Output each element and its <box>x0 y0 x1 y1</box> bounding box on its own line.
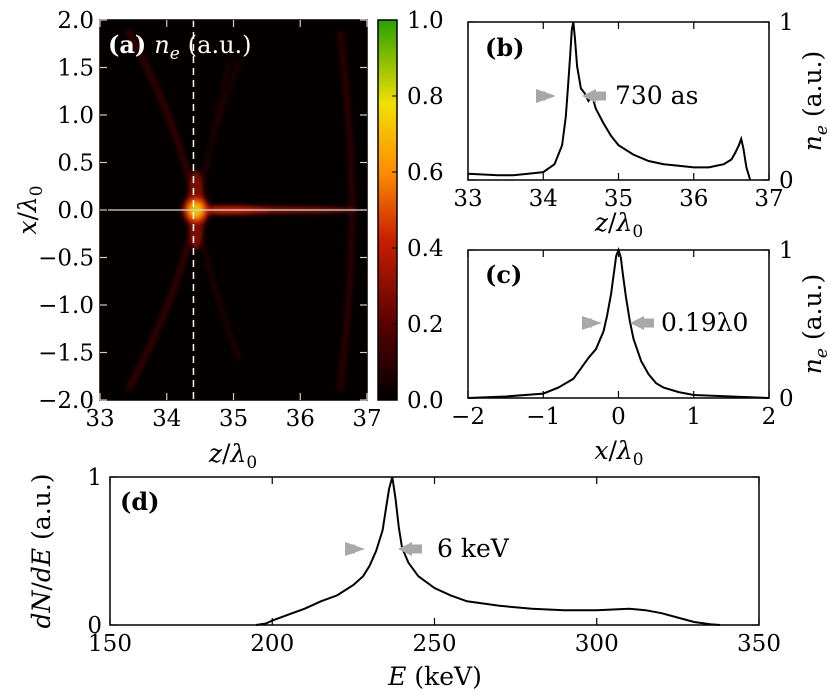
colorbar-tick-label: 0.6 <box>407 160 444 186</box>
y-tick-label: −1.5 <box>38 341 94 367</box>
y-tick-label: 0 <box>779 386 794 412</box>
arrow-left-shaft <box>644 318 654 328</box>
colorbar-tick-label: 0.4 <box>407 236 444 262</box>
arrow-left-shaft <box>412 544 422 554</box>
colorbar-tick-label: 0.0 <box>407 388 444 414</box>
x-tick-label: −1 <box>526 404 560 430</box>
x-tick-label: 33 <box>453 186 482 212</box>
x-tick-label: 200 <box>250 631 294 657</box>
arrow-right-shaft <box>582 318 592 328</box>
arrow-left-icon <box>582 89 596 103</box>
panel-d-xlabel: E (keV) <box>387 662 482 691</box>
arrow-right-shaft <box>345 544 355 554</box>
x-tick-label: −2 <box>451 404 485 430</box>
y-tick-label: 1 <box>87 465 102 491</box>
x-tick-label: 250 <box>413 631 457 657</box>
y-tick-label: −1.0 <box>38 293 94 319</box>
x-tick-label: 150 <box>88 631 132 657</box>
panel-c-ticks: −2 −1 0 1 201 <box>451 238 794 430</box>
panel-c-label: (c) <box>485 260 522 289</box>
colorbar-tick-label: 1.0 <box>407 8 444 34</box>
panel-b-xlabel: z/λ0 <box>594 208 643 242</box>
panel-b-ylabel: ne (a.u.) <box>798 51 830 152</box>
x-tick-label: 0 <box>611 404 626 430</box>
panel-d-ticks: 150 200 250 300 350 0 1 <box>87 465 781 657</box>
y-tick-label: 2.0 <box>57 8 94 34</box>
panel-a-label: (a) ne (a.u.) <box>108 30 252 64</box>
x-tick-label: 35 <box>219 406 248 432</box>
colorbar-tick-label: 0.2 <box>407 312 444 338</box>
panel-d-ylabel: dN/dE (a.u.) <box>27 474 56 629</box>
arrow-right-shaft <box>536 91 546 101</box>
x-tick-label: 36 <box>286 406 315 432</box>
panel-d-annotation: 6 keV <box>437 534 510 563</box>
panel-b-label: (b) <box>485 33 525 62</box>
y-tick-label: 1 <box>779 10 794 36</box>
x-tick-label: 33 <box>85 406 114 432</box>
panel-b-annotation: 730 as <box>615 81 698 110</box>
panel-c-line-chart: −2 −1 0 1 201 (c) 0.19λ0 x/λ0 ne (a.u.) <box>451 238 830 470</box>
x-tick-label: 1 <box>686 404 701 430</box>
y-tick-label: −0.5 <box>38 246 94 272</box>
panel-c-xlabel: x/λ0 <box>594 436 643 470</box>
panel-c-ylabel: ne (a.u.) <box>798 274 830 375</box>
panel-a-ylabel: x/λ0 <box>13 185 47 234</box>
panel-d-label: (d) <box>120 487 160 516</box>
y-tick-label: 0 <box>87 613 102 639</box>
x-tick-label: 350 <box>737 631 781 657</box>
x-tick-label: 37 <box>754 186 783 212</box>
arrow-left-icon <box>630 316 644 330</box>
y-tick-label: 1.5 <box>57 56 94 82</box>
y-tick-label: 0 <box>779 168 794 194</box>
panel-b-line-chart: 33 34 35 36 370 1 (b) 730 as z/λ0 ne (a.u.) <box>453 10 830 242</box>
y-tick-label: 0.0 <box>57 198 94 224</box>
x-tick-label: 37 <box>352 406 381 432</box>
x-tick-label: 36 <box>679 186 708 212</box>
y-tick-label: −2.0 <box>38 388 94 414</box>
colorbar-tick-label: 0.8 <box>407 84 444 110</box>
y-tick-label: 1 <box>779 238 794 264</box>
y-tick-label: 1.0 <box>57 103 94 129</box>
colorbar-ticks: 1.0 0.8 0.6 0.4 0.2 0.0 <box>392 8 444 414</box>
x-tick-label: 34 <box>152 406 181 432</box>
panel-b-ticks: 33 34 35 36 370 1 <box>453 10 793 212</box>
panel-a-xlabel: z/λ0 <box>208 439 257 473</box>
arrow-left-icon <box>398 542 412 556</box>
x-tick-label: 34 <box>529 186 558 212</box>
x-tick-label: 35 <box>604 186 633 212</box>
x-tick-label: 300 <box>575 631 619 657</box>
panel-a-heatmap: 33 34 35 36 37 2.0 1.5 1.0 0.5 0.0 −0.5 −1.0 −1.5 −2… <box>13 8 382 473</box>
panel-d-frame <box>109 476 760 626</box>
panel-d-line-chart: 150 200 250 300 350 0 1 (d) 6 keV E (keV) dN/d… <box>27 465 781 691</box>
x-tick-label: 2 <box>762 404 777 430</box>
panel-c-annotation: 0.19λ0 <box>661 308 748 337</box>
y-tick-label: 0.5 <box>57 151 94 177</box>
colorbar-gradient <box>377 19 398 401</box>
arrow-left-shaft <box>596 91 606 101</box>
panel-d-series-line <box>255 476 721 626</box>
colorbar: 1.0 0.8 0.6 0.4 0.2 0.0 <box>377 8 444 414</box>
panel-a-yticks: 2.0 1.5 1.0 0.5 0.0 −0.5 −1.0 −1.5 −2.0 <box>38 8 367 414</box>
panel-a-xticks: 33 34 35 36 37 <box>85 20 382 432</box>
